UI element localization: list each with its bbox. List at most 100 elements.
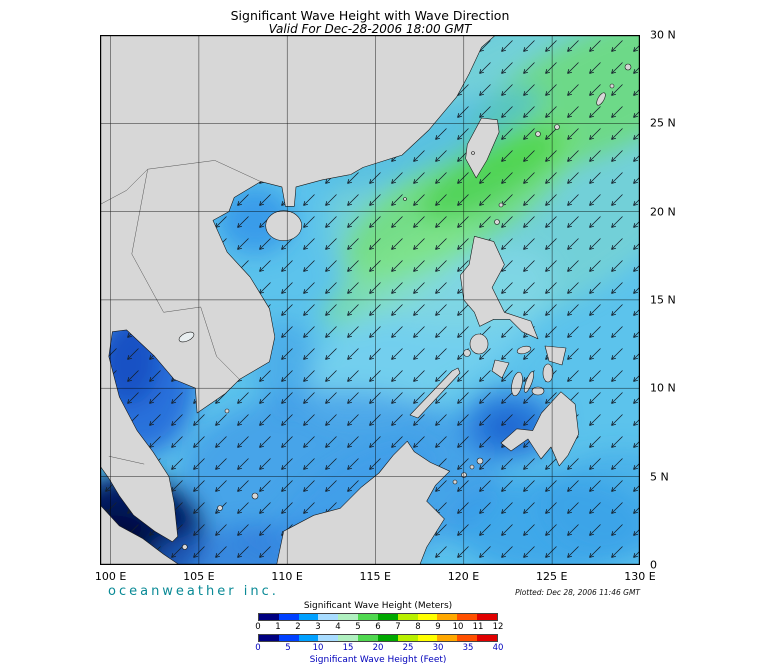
oceanweather-logo: oceanweather inc. [108,584,279,599]
lake [178,331,195,343]
small-island [251,492,259,500]
map-area [100,35,640,565]
meters-tick-label: 1 [275,622,281,632]
feet-tick-label: 20 [372,643,384,653]
small-island [217,505,223,511]
colorbar-segment [318,614,339,620]
mindoro-island [469,333,489,355]
y-tick-label: 5 N [650,470,669,483]
negros-island [511,371,523,397]
small-island [182,544,188,550]
meters-tick-label: 6 [375,622,381,632]
legend-feet-title: Significant Wave Height (Feet) [309,655,447,665]
mindanao-island [500,391,579,467]
small-island [554,124,560,130]
legend-meters-title: Significant Wave Height (Meters) [303,601,453,611]
colorbar-segment [358,614,378,620]
colorbar-segment [417,614,438,620]
colorbar-segment [298,614,319,620]
colorbar-segment [437,614,458,620]
colorbar-segment [377,635,398,641]
luzon-island [460,236,539,340]
borneo-island [276,440,450,565]
panay-island [491,359,510,379]
small-island [624,63,632,71]
small-island [535,131,541,137]
y-axis-ticks: 30 N 25 N 20 N 15 N 10 N 5 N 0 [650,29,690,572]
meters-tick-label: 8 [415,622,421,632]
cebu-island [523,371,535,393]
meters-tick-label: 3 [315,622,321,632]
small-island [596,92,606,106]
masbate-island [516,345,532,355]
x-tick-label: 120 E [447,570,480,583]
y-tick-label: 0 [650,558,657,572]
y-tick-label: 25 N [650,116,676,130]
small-island [452,479,458,485]
colorbar-segment [259,614,279,620]
feet-tick-label: 5 [285,643,291,653]
colorbar-segment [457,635,478,641]
colorbar-segment [457,614,478,620]
colorbar-segment [437,635,458,641]
feet-tick-label: 25 [402,643,414,653]
y-tick-label: 30 N [650,28,676,42]
colorbar-segment [278,614,299,620]
small-island [498,202,504,208]
feet-tick-label: 35 [462,643,474,653]
small-island [609,83,615,89]
y-tick-label: 20 N [650,205,676,219]
meters-tick-label: 7 [395,622,401,632]
colorbar-segment [318,635,339,641]
small-island [224,408,230,414]
feet-tick-label: 0 [255,643,261,653]
feet-tick-label: 10 [312,643,324,653]
colorbar-feet [258,634,498,642]
colorbar-segment [338,614,359,620]
valid-time-subtitle: Valid For Dec-28-2006 18:00 GMT [268,22,472,36]
x-tick-label: 100 E [94,570,127,583]
meters-tick-label: 0 [255,622,261,632]
x-axis-ticks: 100 E 105 E 110 E 115 E 120 E 125 E 130 E [95,570,656,584]
x-tick-label: 125 E [536,570,568,583]
y-tick-label: 10 N [650,381,676,395]
colorbar-segment [278,635,299,641]
colorbar-segment [259,635,279,641]
small-island [463,349,471,357]
colorbar-segment [338,635,359,641]
colorbar-meters [258,613,498,621]
y-tick-label: 15 N [650,293,676,307]
meters-tick-label: 10 [452,622,464,632]
legend-feet-ticks: 0 5 10 15 20 25 30 35 40 [255,643,503,654]
small-island [469,464,475,470]
legend-meters-ticks: 0 1 2 3 4 5 6 7 8 9 10 11 12 [255,622,503,633]
samar-island [544,345,567,366]
meters-tick-label: 12 [492,622,504,632]
meters-tick-label: 2 [295,622,301,632]
colorbar-segment [397,614,418,620]
page-title: Significant Wave Height with Wave Direct… [230,8,510,23]
colorbar-segment [477,635,497,641]
colorbar-segment [477,614,497,620]
sumatra-island [100,504,180,565]
x-tick-label: 110 E [271,570,303,583]
feet-tick-label: 15 [342,643,354,653]
colorbar-segment [358,635,378,641]
map-border [100,35,640,565]
colorbar-segment [417,635,438,641]
small-island [494,219,500,225]
leyte-island [542,363,554,383]
feet-tick-label: 30 [432,643,444,653]
small-island [471,151,475,155]
lat-lon-grid [100,35,640,565]
meters-tick-label: 11 [472,622,484,632]
meters-tick-label: 4 [335,622,341,632]
x-tick-label: 130 E [624,570,656,583]
x-tick-label: 105 E [183,570,215,583]
plotted-timestamp: Plotted: Dec 28, 2006 11:46 GMT [515,588,640,597]
country-borders [100,160,261,465]
taiwan-island [465,117,500,179]
small-island [476,457,484,465]
colorbar-segment [377,614,398,620]
